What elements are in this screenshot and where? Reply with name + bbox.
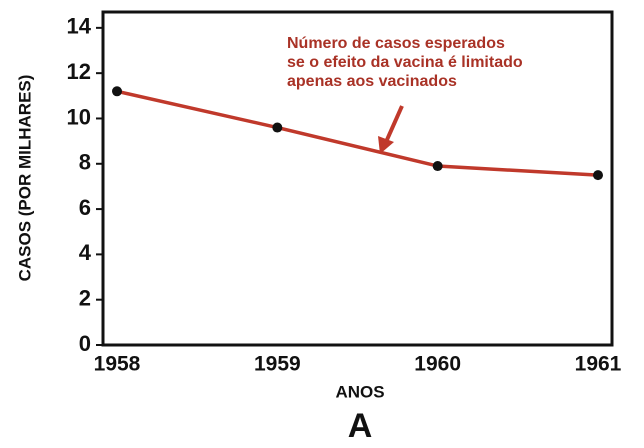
y-axis-label: CASOS (POR MILHARES) — [15, 75, 34, 282]
y-tick-label: 8 — [79, 150, 91, 175]
x-tick-label: 1959 — [254, 353, 301, 376]
plot-frame — [101, 10, 614, 347]
y-tick-label: 10 — [67, 104, 91, 129]
y-tick-label: 6 — [79, 195, 91, 220]
annotation-text: se o efeito da vacina é limitado — [287, 54, 523, 71]
x-tick-label: 1960 — [414, 353, 461, 376]
y-tick-label: 2 — [79, 286, 91, 311]
y-tick-label: 12 — [67, 59, 91, 84]
data-point — [112, 86, 122, 97]
data-point — [432, 161, 443, 172]
annotation-arrowhead — [378, 136, 394, 154]
annotation-arrow — [384, 105, 404, 143]
annotation-text: apenas aos vacinados — [287, 73, 457, 90]
data-point — [272, 122, 283, 133]
x-tick-label: 1961 — [575, 353, 622, 376]
x-axis-label: ANOS — [335, 382, 384, 401]
y-tick-label: 0 — [79, 331, 91, 356]
x-tick-label: 1958 — [94, 353, 141, 376]
annotation-text: Número de casos esperados — [287, 35, 505, 52]
series-line — [116, 89, 599, 177]
data-point — [593, 170, 603, 181]
y-tick-label: 14 — [67, 14, 92, 39]
y-tick-label: 4 — [79, 240, 92, 265]
panel-label: A — [348, 407, 373, 445]
